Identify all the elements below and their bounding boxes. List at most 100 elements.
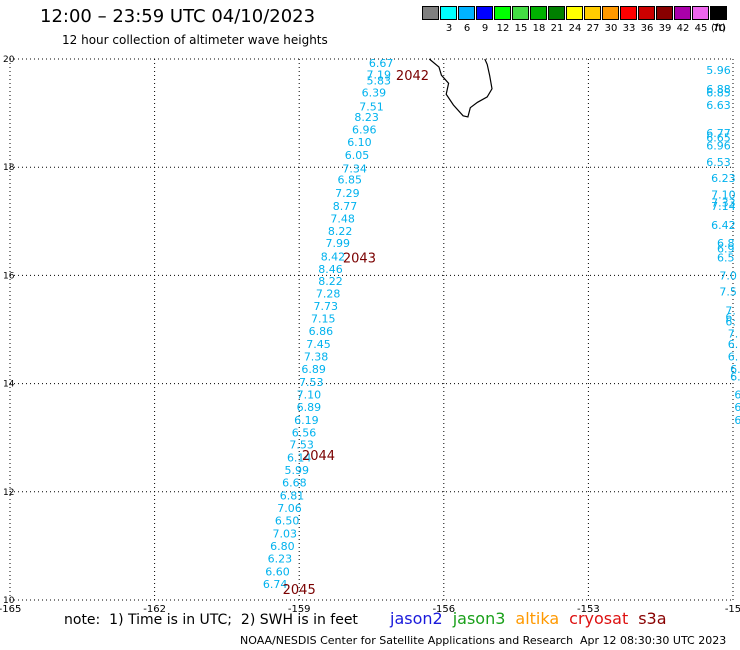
swh-value: 6.89 (297, 401, 322, 414)
legend-label: 21 (550, 23, 564, 34)
swh-value: 5.96 (706, 64, 731, 77)
coastline (428, 58, 493, 118)
swh-value: 6.81 (280, 490, 305, 503)
swh-value: 5.83 (366, 75, 391, 88)
swh-value: 6.65 (706, 131, 731, 144)
legend-swatch (548, 6, 565, 20)
legend-swatch (638, 6, 655, 20)
swh-value: 7.29 (335, 187, 360, 200)
swh-value: 6.89 (301, 363, 326, 376)
x-tick-label: -153 (577, 604, 600, 615)
swh-value: 7.51 (359, 101, 384, 114)
legend-label: 33 (622, 23, 636, 34)
swh-value: 8.23 (354, 111, 379, 124)
chart-title: 12:00 – 23:59 UTC 04/10/2023 (40, 6, 316, 27)
swh-value: 6.53 (706, 156, 731, 169)
swh-value: 6.39 (362, 87, 387, 100)
y-tick-label: 20 (3, 55, 15, 65)
swh-value: 7.14 (711, 200, 736, 213)
swh-value: 6.60 (265, 565, 290, 578)
legend-label: 45 (694, 23, 708, 34)
legend-swatch (602, 6, 619, 20)
satellite-s3a: s3a (638, 609, 667, 628)
swh-value: 6. (730, 363, 740, 376)
satellite-legend: jason2 jason3 altika cryosat s3a (390, 609, 677, 628)
legend-swatch (710, 6, 727, 20)
satellite-jason2: jason2 (390, 609, 443, 628)
legend-label: 70 (712, 23, 726, 34)
time-label: 2044 (302, 449, 335, 464)
legend-label: 39 (658, 23, 672, 34)
legend-swatch (692, 6, 709, 20)
swh-value: 7.10 (297, 388, 322, 401)
legend-label: 18 (532, 23, 546, 34)
swh-value: 6. (725, 315, 736, 328)
swh-value: 6. (730, 371, 740, 384)
time-label: 2042 (396, 69, 429, 84)
swh-value: 6 (734, 414, 740, 427)
grid-lines (9, 58, 734, 601)
footer-timestamp: Apr 12 08:30:30 UTC 2023 (580, 634, 727, 647)
legend-label: 30 (604, 23, 618, 34)
legend-swatch (458, 6, 475, 20)
legend-label: 27 (586, 23, 600, 34)
swh-value: 6.05 (345, 149, 370, 162)
legend-swatch (476, 6, 493, 20)
swh-value: 6.56 (292, 426, 317, 439)
swh-value: 6.63 (706, 99, 731, 112)
swh-value: 7.48 (330, 213, 355, 226)
y-tick-label: 16 (3, 271, 15, 281)
swh-value: 7.53 (299, 376, 324, 389)
swh-value: 6.96 (352, 123, 377, 136)
swh-value: 6.77 (706, 127, 731, 140)
swh-value: 6.85 (706, 87, 731, 100)
y-tick-label: 10 (3, 596, 15, 606)
swh-value: 7.33 (711, 196, 736, 209)
swh-value: 7. (725, 305, 736, 318)
legend-label: 3 (445, 23, 453, 34)
y-tick-label: 14 (3, 380, 15, 390)
swh-value: 6.80 (270, 540, 295, 553)
swh-value: 6 (734, 388, 740, 401)
time-labels: 2042 2043 2044 2045 (283, 69, 429, 598)
x-tick-label: -165 (0, 604, 21, 615)
swh-value: 6.5 (717, 252, 735, 265)
legend-swatch (440, 6, 457, 20)
swh-value: 7.45 (306, 338, 331, 351)
swh-value: 7.03 (272, 527, 297, 540)
swh-value: 6.42 (711, 219, 736, 232)
legend-swatch (566, 6, 583, 20)
swh-values: 6.677.195.836.397.518.236.966.106.057.34… (263, 57, 740, 591)
swh-value: 6.23 (711, 172, 736, 185)
swh-value: 6. (725, 311, 736, 324)
legend-swatch (584, 6, 601, 20)
swh-value: 6.85 (338, 174, 363, 187)
swh-value: 6.50 (275, 514, 300, 527)
swh-value: 7.10 (711, 188, 736, 201)
swh-value: 6 (734, 401, 740, 414)
swh-value: 8.46 (318, 263, 343, 276)
legend-swatch (422, 6, 439, 20)
legend-label: 9 (481, 23, 489, 34)
legend-label: 12 (496, 23, 510, 34)
y-tick-label: 12 (3, 488, 14, 498)
time-label: 2043 (343, 252, 376, 267)
swh-value: 8.77 (333, 200, 358, 213)
swh-value: 7.0 (719, 269, 737, 282)
swh-value: 6. (728, 338, 739, 351)
swh-value: 8.22 (328, 225, 353, 238)
island-coastline (428, 58, 493, 118)
satellite-altika: altika (515, 609, 560, 628)
swh-value: 7.34 (342, 162, 367, 175)
x-tick-label: -159 (288, 604, 311, 615)
chart-subtitle: 12 hour collection of altimeter wave hei… (62, 33, 328, 47)
swh-value: 7.99 (326, 237, 351, 250)
swh-value: 6.14 (287, 452, 312, 465)
x-tick-label: -15 (725, 604, 740, 615)
swh-value: 6. (728, 351, 739, 364)
legend-swatch (530, 6, 547, 20)
swh-value: 6.74 (263, 578, 288, 591)
time-label: 2045 (283, 583, 316, 598)
swh-value: 6.9 (717, 242, 735, 255)
